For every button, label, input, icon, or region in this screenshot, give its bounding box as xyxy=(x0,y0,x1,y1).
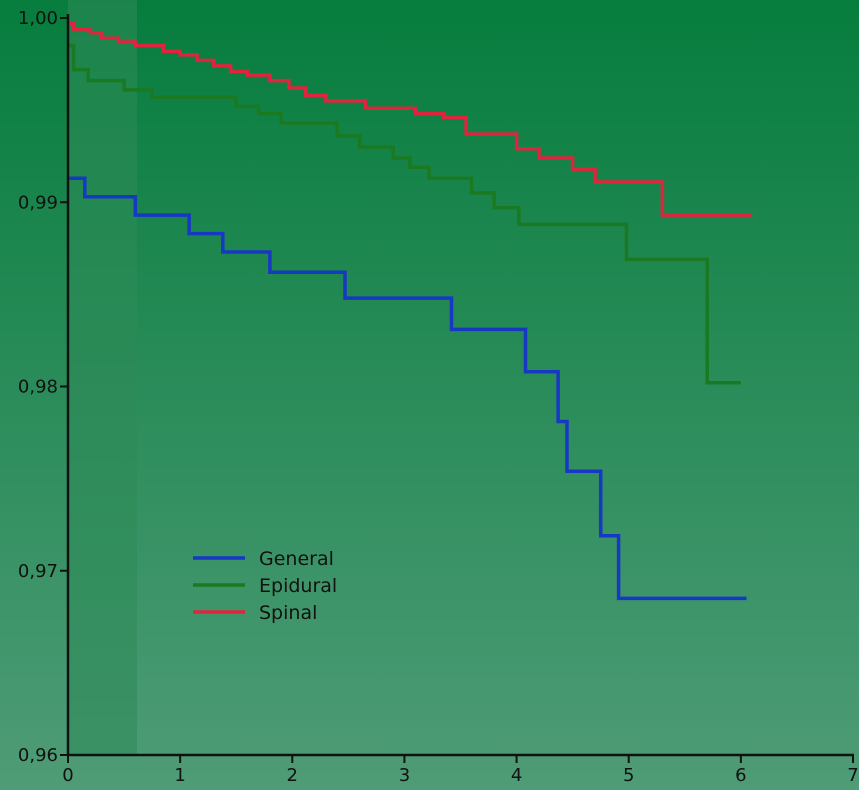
shaded-band xyxy=(68,0,137,755)
x-tick-label: 4 xyxy=(511,765,522,786)
x-tick-label: 7 xyxy=(847,765,858,786)
legend: General Epidural Spinal xyxy=(193,548,337,624)
series-line-general xyxy=(68,176,747,601)
x-tick-label: 0 xyxy=(62,765,73,786)
series-line-epidural xyxy=(68,43,741,385)
x-tick-label: 2 xyxy=(287,765,298,786)
legend-label-spinal: Spinal xyxy=(259,602,317,624)
x-tick-label: 1 xyxy=(174,765,185,786)
y-tick-label: 0,97 xyxy=(18,561,58,582)
axes xyxy=(66,14,854,757)
legend-label-general: General xyxy=(259,548,334,570)
series-group xyxy=(68,21,753,601)
y-tick-label: 0,96 xyxy=(18,745,58,766)
legend-label-epidural: Epidural xyxy=(259,575,337,597)
x-tick-label: 5 xyxy=(623,765,634,786)
y-tick-label: 1,00 xyxy=(18,8,58,29)
x-tick-label: 6 xyxy=(735,765,746,786)
series-line-spinal xyxy=(68,21,753,217)
y-tick-label: 0,98 xyxy=(18,377,58,398)
y-tick-label: 0,99 xyxy=(18,192,58,213)
x-tick-label: 3 xyxy=(399,765,410,786)
ticks: 0 1 2 3 4 5 6 7 0,96 0,97 0,98 0,99 1,00 xyxy=(18,8,859,786)
